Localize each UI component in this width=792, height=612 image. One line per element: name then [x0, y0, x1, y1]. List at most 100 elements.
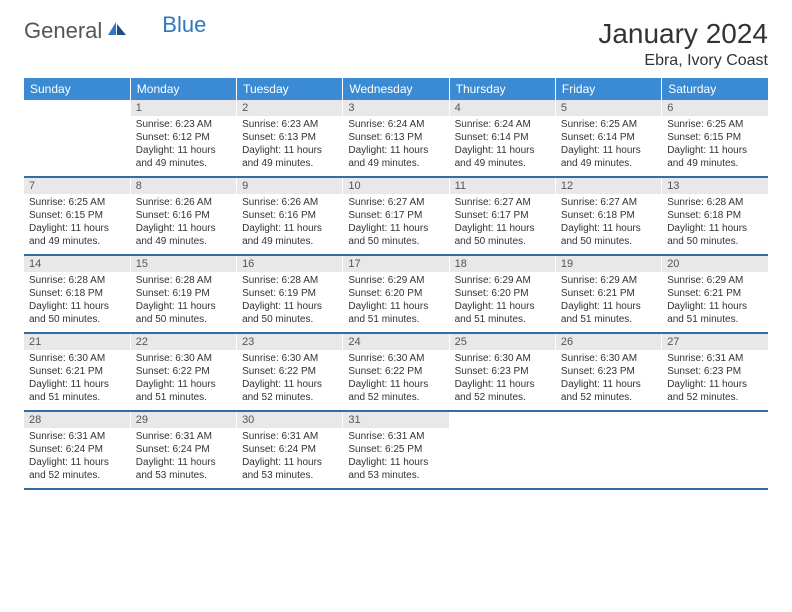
sunset-text: Sunset: 6:15 PM [667, 131, 763, 144]
sunset-text: Sunset: 6:20 PM [455, 287, 550, 300]
calendar-day-cell: 31Sunrise: 6:31 AMSunset: 6:25 PMDayligh… [343, 411, 449, 489]
weekday-header: Friday [555, 78, 661, 100]
day-body: Sunrise: 6:26 AMSunset: 6:16 PMDaylight:… [237, 194, 342, 254]
day-number: 25 [450, 334, 555, 350]
day-number [24, 100, 130, 116]
sunrise-text: Sunrise: 6:26 AM [242, 196, 337, 209]
daylight-text: Daylight: 11 hours and 51 minutes. [29, 378, 125, 404]
daylight-text: Daylight: 11 hours and 49 minutes. [29, 222, 125, 248]
sunrise-text: Sunrise: 6:31 AM [348, 430, 443, 443]
calendar-day-cell: 7Sunrise: 6:25 AMSunset: 6:15 PMDaylight… [24, 177, 130, 255]
day-number: 10 [343, 178, 448, 194]
sunset-text: Sunset: 6:21 PM [667, 287, 763, 300]
sunrise-text: Sunrise: 6:29 AM [348, 274, 443, 287]
day-number: 19 [556, 256, 661, 272]
daylight-text: Daylight: 11 hours and 53 minutes. [348, 456, 443, 482]
day-body: Sunrise: 6:31 AMSunset: 6:24 PMDaylight:… [237, 428, 342, 488]
calendar-day-cell: 29Sunrise: 6:31 AMSunset: 6:24 PMDayligh… [130, 411, 236, 489]
daylight-text: Daylight: 11 hours and 50 minutes. [667, 222, 763, 248]
sunrise-text: Sunrise: 6:25 AM [667, 118, 763, 131]
day-body: Sunrise: 6:31 AMSunset: 6:23 PMDaylight:… [662, 350, 768, 410]
sunrise-text: Sunrise: 6:27 AM [455, 196, 550, 209]
calendar-day-cell: 14Sunrise: 6:28 AMSunset: 6:18 PMDayligh… [24, 255, 130, 333]
sunset-text: Sunset: 6:13 PM [348, 131, 443, 144]
calendar-day-cell: 19Sunrise: 6:29 AMSunset: 6:21 PMDayligh… [555, 255, 661, 333]
sunrise-text: Sunrise: 6:30 AM [29, 352, 125, 365]
brand-logo: General Blue [24, 18, 206, 44]
day-number: 18 [450, 256, 555, 272]
sunrise-text: Sunrise: 6:29 AM [455, 274, 550, 287]
day-number: 5 [556, 100, 661, 116]
daylight-text: Daylight: 11 hours and 50 minutes. [242, 300, 337, 326]
brand-word-1: General [24, 18, 102, 44]
day-number: 31 [343, 412, 448, 428]
calendar-day-cell: 2Sunrise: 6:23 AMSunset: 6:13 PMDaylight… [237, 100, 343, 177]
sunset-text: Sunset: 6:24 PM [242, 443, 337, 456]
calendar-day-cell: 18 Sunrise: 6:29 AMSunset: 6:20 PMDayligh… [449, 255, 555, 333]
weekday-header: Wednesday [343, 78, 449, 100]
calendar-day-cell: 15Sunrise: 6:28 AMSunset: 6:19 PMDayligh… [130, 255, 236, 333]
sunset-text: Sunset: 6:17 PM [348, 209, 443, 222]
sunset-text: Sunset: 6:23 PM [561, 365, 656, 378]
sunrise-text: Sunrise: 6:27 AM [348, 196, 443, 209]
day-body: Sunrise: 6:27 AMSunset: 6:17 PMDaylight:… [450, 194, 555, 254]
calendar-week-row: 28Sunrise: 6:31 AMSunset: 6:24 PMDayligh… [24, 411, 768, 489]
calendar-day-cell: 17Sunrise: 6:29 AMSunset: 6:20 PMDayligh… [343, 255, 449, 333]
day-body: Sunrise: 6:26 AMSunset: 6:16 PMDaylight:… [131, 194, 236, 254]
calendar-day-cell: 11Sunrise: 6:27 AMSunset: 6:17 PMDayligh… [449, 177, 555, 255]
calendar-day-cell: 10 Sunrise: 6:27 AMSunset: 6:17 PMDayligh… [343, 177, 449, 255]
page-header: General Blue January 2024 Ebra, Ivory Co… [24, 18, 768, 70]
sunset-text: Sunset: 6:20 PM [348, 287, 443, 300]
sunset-text: Sunset: 6:16 PM [136, 209, 231, 222]
daylight-text: Daylight: 11 hours and 49 minutes. [667, 144, 763, 170]
calendar-day-cell: 28Sunrise: 6:31 AMSunset: 6:24 PMDayligh… [24, 411, 130, 489]
day-body: Sunrise: 6:30 AMSunset: 6:22 PMDaylight:… [131, 350, 236, 410]
daylight-text: Daylight: 11 hours and 50 minutes. [561, 222, 656, 248]
calendar-day-cell: 23Sunrise: 6:30 AMSunset: 6:22 PMDayligh… [237, 333, 343, 411]
day-number: 3 [343, 100, 448, 116]
day-body: Sunrise: 6:28 AMSunset: 6:18 PMDaylight:… [24, 272, 130, 332]
daylight-text: Daylight: 11 hours and 51 minutes. [561, 300, 656, 326]
day-number: 11 [450, 178, 555, 194]
day-number [556, 412, 661, 428]
daylight-text: Daylight: 11 hours and 50 minutes. [455, 222, 550, 248]
sunset-text: Sunset: 6:25 PM [348, 443, 443, 456]
day-body [556, 428, 661, 484]
day-body [450, 428, 555, 484]
daylight-text: Daylight: 11 hours and 53 minutes. [242, 456, 337, 482]
daylight-text: Daylight: 11 hours and 50 minutes. [29, 300, 125, 326]
day-body: Sunrise: 6:31 AMSunset: 6:25 PMDaylight:… [343, 428, 448, 488]
sunset-text: Sunset: 6:18 PM [29, 287, 125, 300]
day-number: 29 [131, 412, 236, 428]
daylight-text: Daylight: 11 hours and 52 minutes. [455, 378, 550, 404]
sunrise-text: Sunrise: 6:26 AM [136, 196, 231, 209]
sunrise-text: Sunrise: 6:23 AM [136, 118, 231, 131]
daylight-text: Daylight: 11 hours and 51 minutes. [348, 300, 443, 326]
sunset-text: Sunset: 6:14 PM [455, 131, 550, 144]
daylight-text: Daylight: 11 hours and 52 minutes. [667, 378, 763, 404]
day-number: 28 [24, 412, 130, 428]
daylight-text: Daylight: 11 hours and 50 minutes. [348, 222, 443, 248]
calendar-day-cell: 24Sunrise: 6:30 AMSunset: 6:22 PMDayligh… [343, 333, 449, 411]
daylight-text: Daylight: 11 hours and 51 minutes. [455, 300, 550, 326]
day-number [662, 412, 768, 428]
sunset-text: Sunset: 6:17 PM [455, 209, 550, 222]
sunrise-text: Sunrise: 6:28 AM [136, 274, 231, 287]
daylight-text: Daylight: 11 hours and 49 minutes. [136, 222, 231, 248]
day-body: Sunrise: 6:25 AMSunset: 6:15 PMDaylight:… [24, 194, 130, 254]
daylight-text: Daylight: 11 hours and 49 minutes. [136, 144, 231, 170]
day-body: Sunrise: 6:31 AMSunset: 6:24 PMDaylight:… [24, 428, 130, 488]
day-number: 15 [131, 256, 236, 272]
sunset-text: Sunset: 6:16 PM [242, 209, 337, 222]
day-body: Sunrise: 6:23 AMSunset: 6:12 PMDaylight:… [131, 116, 236, 176]
calendar-day-cell: 30Sunrise: 6:31 AMSunset: 6:24 PMDayligh… [237, 411, 343, 489]
day-number: 2 [237, 100, 342, 116]
daylight-text: Daylight: 11 hours and 52 minutes. [242, 378, 337, 404]
calendar-day-cell: 4Sunrise: 6:24 AMSunset: 6:14 PMDaylight… [449, 100, 555, 177]
sunset-text: Sunset: 6:13 PM [242, 131, 337, 144]
day-number: 24 [343, 334, 448, 350]
daylight-text: Daylight: 11 hours and 52 minutes. [561, 378, 656, 404]
day-number: 30 [237, 412, 342, 428]
day-body: Sunrise: 6:29 AMSunset: 6:21 PMDaylight:… [662, 272, 768, 332]
sunrise-text: Sunrise: 6:25 AM [561, 118, 656, 131]
